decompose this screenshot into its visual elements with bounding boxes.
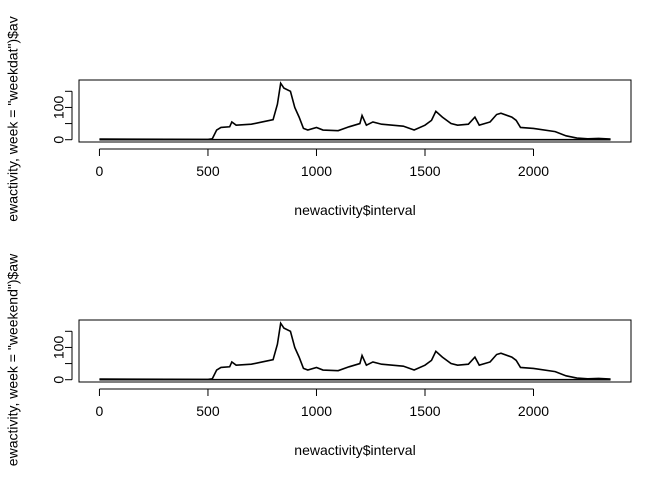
- x-tick-label: 1000: [301, 403, 332, 419]
- y-tick-label: 0: [51, 136, 67, 144]
- plot-box: [78, 79, 632, 143]
- data-line: [99, 321, 611, 381]
- x-tick-label: 500: [196, 403, 220, 419]
- y-axis-label: ewactivity, week = "weekdat")$av: [5, 16, 21, 221]
- y-tick-label: 0: [51, 376, 67, 384]
- x-tick-label: 0: [96, 163, 104, 179]
- y-tick-label: 100: [51, 336, 67, 360]
- x-axis-label: newactivity$interval: [294, 442, 415, 458]
- x-tick-label: 0: [96, 403, 104, 419]
- x-tick-label: 2000: [518, 403, 549, 419]
- plot-box: [78, 319, 632, 383]
- data-line: [99, 81, 611, 141]
- x-tick-label: 2000: [518, 163, 549, 179]
- x-axis-label: newactivity$interval: [294, 202, 415, 218]
- y-tick-label: 100: [51, 96, 67, 120]
- x-tick-label: 500: [196, 163, 220, 179]
- x-tick-label: 1500: [409, 403, 440, 419]
- y-axis-label: ewactivity, week = "weekend")$aw: [5, 253, 21, 466]
- x-tick-label: 1500: [409, 163, 440, 179]
- x-tick-label: 1000: [301, 163, 332, 179]
